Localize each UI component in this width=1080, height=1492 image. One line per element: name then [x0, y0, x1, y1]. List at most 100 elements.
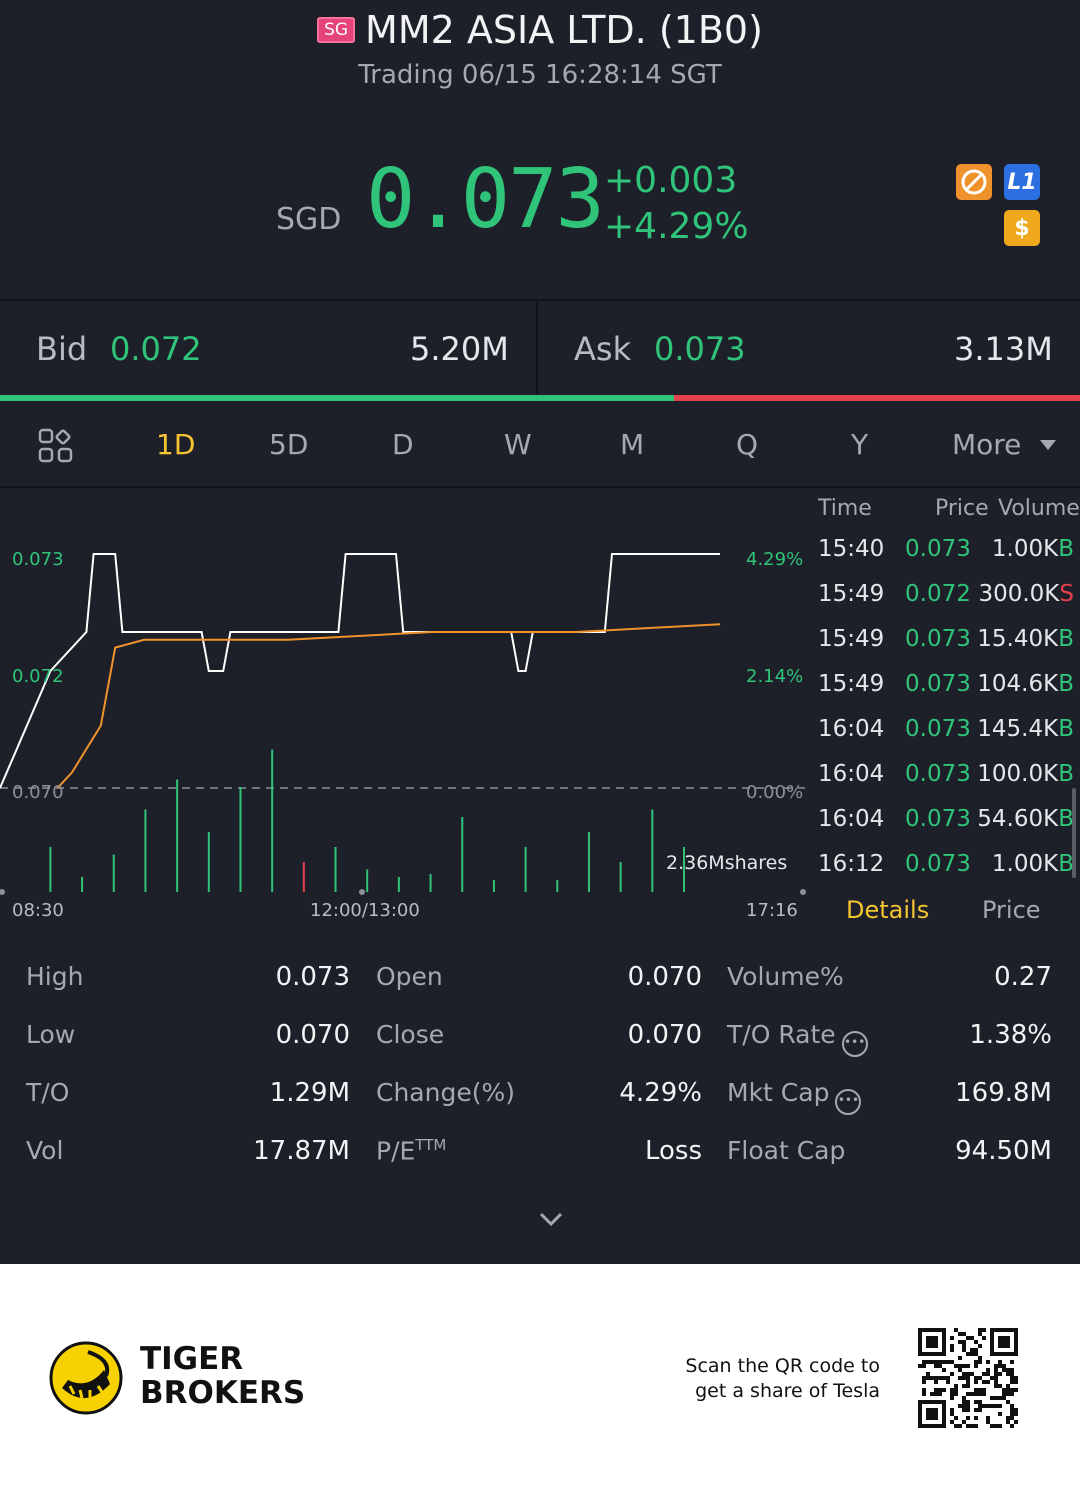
y-axis-pct-high: 4.29% — [746, 549, 804, 570]
qr-module — [978, 1360, 982, 1364]
info-icon[interactable]: ••• — [835, 1089, 862, 1115]
qr-module — [978, 1356, 982, 1360]
stat-label: Close — [376, 1020, 445, 1049]
tick-side: B — [1058, 851, 1074, 877]
tick-volume-value: 1.00K — [991, 536, 1059, 562]
stat-value: 0.070 — [627, 962, 702, 992]
qr-module — [962, 1348, 966, 1352]
chevron-down-icon[interactable] — [1040, 440, 1056, 452]
tick-row: 16:04 0.073 100.0KB — [810, 761, 1080, 806]
qr-module — [1002, 1368, 1006, 1372]
qr-module — [942, 1368, 946, 1372]
stat-value: 169.8M — [955, 1078, 1052, 1108]
intraday-chart[interactable]: 0.073 0.072 0.070 4.29% 2.14% 0.00% 2.36… — [0, 488, 810, 928]
qr-module — [978, 1404, 982, 1408]
tab-q[interactable]: Q — [736, 428, 759, 461]
tick-volume-value: 300.0K — [978, 581, 1060, 607]
qr-module — [962, 1340, 966, 1344]
qr-module — [954, 1388, 958, 1392]
header: SG MM2 ASIA LTD. (1B0) Trading 06/15 16:2… — [0, 0, 1080, 110]
stat-value: 0.070 — [275, 1020, 350, 1050]
qr-module — [930, 1376, 934, 1380]
qr-module — [954, 1364, 958, 1368]
tick-price: 0.073 — [905, 761, 971, 787]
tab-y[interactable]: Y — [851, 428, 869, 461]
qr-module — [966, 1384, 970, 1388]
qr-module — [974, 1408, 978, 1412]
no-short-icon[interactable] — [956, 164, 992, 200]
tab-w[interactable]: W — [504, 428, 532, 461]
level1-icon[interactable]: L1 — [1004, 164, 1040, 200]
qr-module — [1002, 1388, 1006, 1392]
qr-module — [1014, 1380, 1018, 1384]
qr-module — [986, 1380, 990, 1384]
qr-module — [970, 1336, 974, 1340]
tick-price: 0.073 — [905, 671, 971, 697]
qr-module — [978, 1332, 982, 1336]
qr-module — [946, 1376, 950, 1380]
tick-price: 0.073 — [905, 806, 971, 832]
ticks-scrollbar[interactable] — [1072, 788, 1076, 878]
time-and-sales[interactable]: Time Price Volume 15:40 0.073 1.00KB 15:49 0… — [810, 488, 1080, 928]
qr-module — [994, 1424, 998, 1428]
divider — [0, 486, 1080, 488]
qr-module — [962, 1344, 966, 1348]
tick-row: 16:04 0.073 54.60KB — [810, 806, 1080, 851]
stat-value: 17.87M — [253, 1136, 350, 1166]
stat-label: Vol — [26, 1136, 64, 1165]
tick-row: 15:49 0.072 300.0KS — [810, 581, 1080, 626]
qr-module — [966, 1400, 970, 1404]
tab-details[interactable]: Details — [846, 896, 930, 924]
qr-module — [998, 1396, 1002, 1400]
qr-module — [1010, 1368, 1014, 1372]
qr-module — [974, 1388, 978, 1392]
qr-module — [942, 1388, 946, 1392]
tab-1d[interactable]: 1D — [156, 428, 196, 461]
bid-strength-bar — [0, 395, 674, 401]
stat-label: Volume% — [727, 962, 844, 991]
tick-row: 15:40 0.073 1.00KB — [810, 536, 1080, 581]
expand-chevron-icon[interactable] — [538, 1206, 564, 1232]
layout-grid-icon[interactable] — [38, 428, 74, 464]
qr-finder — [926, 1336, 938, 1348]
dollar-icon[interactable]: $ — [1004, 210, 1040, 246]
qr-module — [982, 1328, 986, 1332]
tab-d[interactable]: D — [392, 428, 414, 461]
tab-5d[interactable]: 5D — [269, 428, 309, 461]
qr-module — [1014, 1376, 1018, 1380]
price-change: +0.003 +4.29% — [604, 158, 749, 250]
qr-module — [1010, 1404, 1014, 1408]
qr-code[interactable] — [918, 1328, 1018, 1428]
bid-label: Bid — [36, 330, 88, 368]
qr-module — [974, 1352, 978, 1356]
tab-price[interactable]: Price — [982, 896, 1041, 924]
qr-module — [982, 1392, 986, 1396]
tab-m[interactable]: M — [620, 428, 645, 461]
qr-module — [1006, 1388, 1010, 1392]
qr-module — [970, 1424, 974, 1428]
qr-module — [966, 1376, 970, 1380]
tick-volume-value: 145.4K — [977, 716, 1059, 742]
qr-module — [966, 1424, 970, 1428]
tick-volume-value: 104.6K — [977, 671, 1059, 697]
quote-stats: High 0.073 Low 0.070 T/O 1.29M Vol 17.87… — [0, 940, 1080, 1180]
stat-value: 0.073 — [275, 962, 350, 992]
qr-module — [946, 1360, 950, 1364]
bid-volume: 5.20M — [410, 330, 509, 368]
qr-module — [934, 1392, 938, 1396]
tick-volume: 15.40KB — [977, 626, 1074, 652]
axis-marker — [359, 889, 365, 895]
qr-finder — [926, 1408, 938, 1420]
tick-volume: 1.00KB — [992, 536, 1074, 562]
qr-module — [922, 1364, 926, 1368]
qr-module — [958, 1364, 962, 1368]
qr-module — [998, 1412, 1002, 1416]
info-icon[interactable]: ••• — [841, 1031, 868, 1057]
stat-label-to-rate: T/O Rate ••• — [727, 1020, 868, 1057]
qr-module — [950, 1392, 954, 1396]
qr-module — [1010, 1388, 1014, 1392]
tick-time: 15:49 — [818, 626, 885, 652]
tick-side: B — [1058, 671, 1074, 697]
tab-more[interactable]: More — [952, 428, 1022, 461]
ask-label: Ask — [574, 330, 632, 368]
